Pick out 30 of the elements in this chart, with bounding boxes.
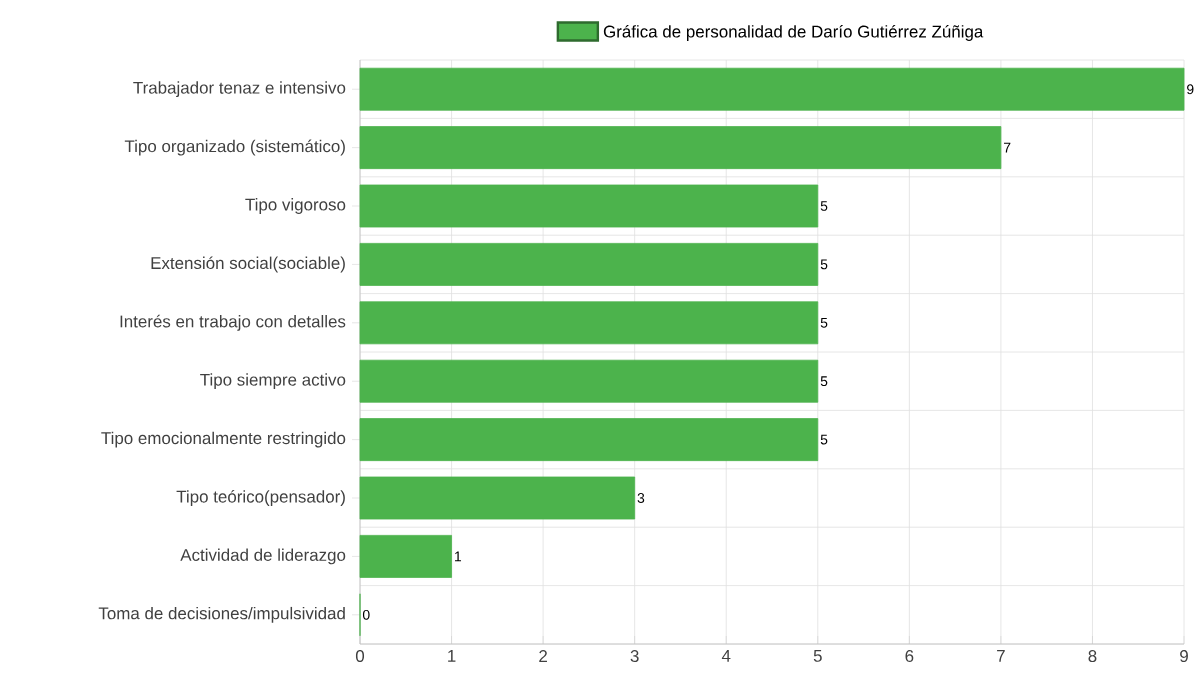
y-tick-label: Tipo teórico(pensador) — [176, 490, 345, 506]
x-tick-label: 8 — [1088, 650, 1097, 663]
x-tick-label: 4 — [721, 650, 731, 662]
bar — [359, 418, 819, 462]
y-tick-label: Actividad de liderazgo — [180, 548, 346, 565]
legend-label: Gráfica de personalidad de Darío Gutiérrez Zúñiga — [603, 24, 984, 41]
bar — [359, 476, 636, 520]
x-tick-label: 1 — [448, 650, 456, 662]
y-tick-label: Toma de decisiones/impulsividad — [98, 606, 345, 623]
x-tick-label: 7 — [997, 650, 1005, 662]
y-tick-label: Interés en trabajo con detalles — [120, 314, 346, 331]
y-tick-label: Tipo siempre activo — [200, 373, 346, 390]
bar — [359, 534, 452, 578]
y-tick-label: Tipo organizado (sistemático) — [124, 139, 345, 156]
x-tick-label: 0 — [355, 650, 365, 663]
y-tick-label: Trabajador tenaz e intensivo — [133, 81, 346, 98]
y-tick-label: Tipo emocionalmente restringido — [101, 431, 346, 448]
y-tick-label: Tipo vigoroso — [245, 198, 346, 214]
x-tick-label: 2 — [539, 650, 547, 662]
y-tick-label: Extensión social(sociable) — [151, 256, 345, 273]
bar — [359, 359, 819, 403]
bar — [359, 301, 819, 345]
x-tick-label: 6 — [905, 650, 914, 663]
x-tick-label: 9 — [1180, 650, 1188, 663]
bar — [359, 242, 819, 286]
x-tick-label: 5 — [813, 650, 822, 662]
x-tick-label: 3 — [630, 650, 639, 663]
bar — [359, 184, 819, 228]
bar — [359, 126, 1002, 170]
bar — [359, 67, 1185, 111]
